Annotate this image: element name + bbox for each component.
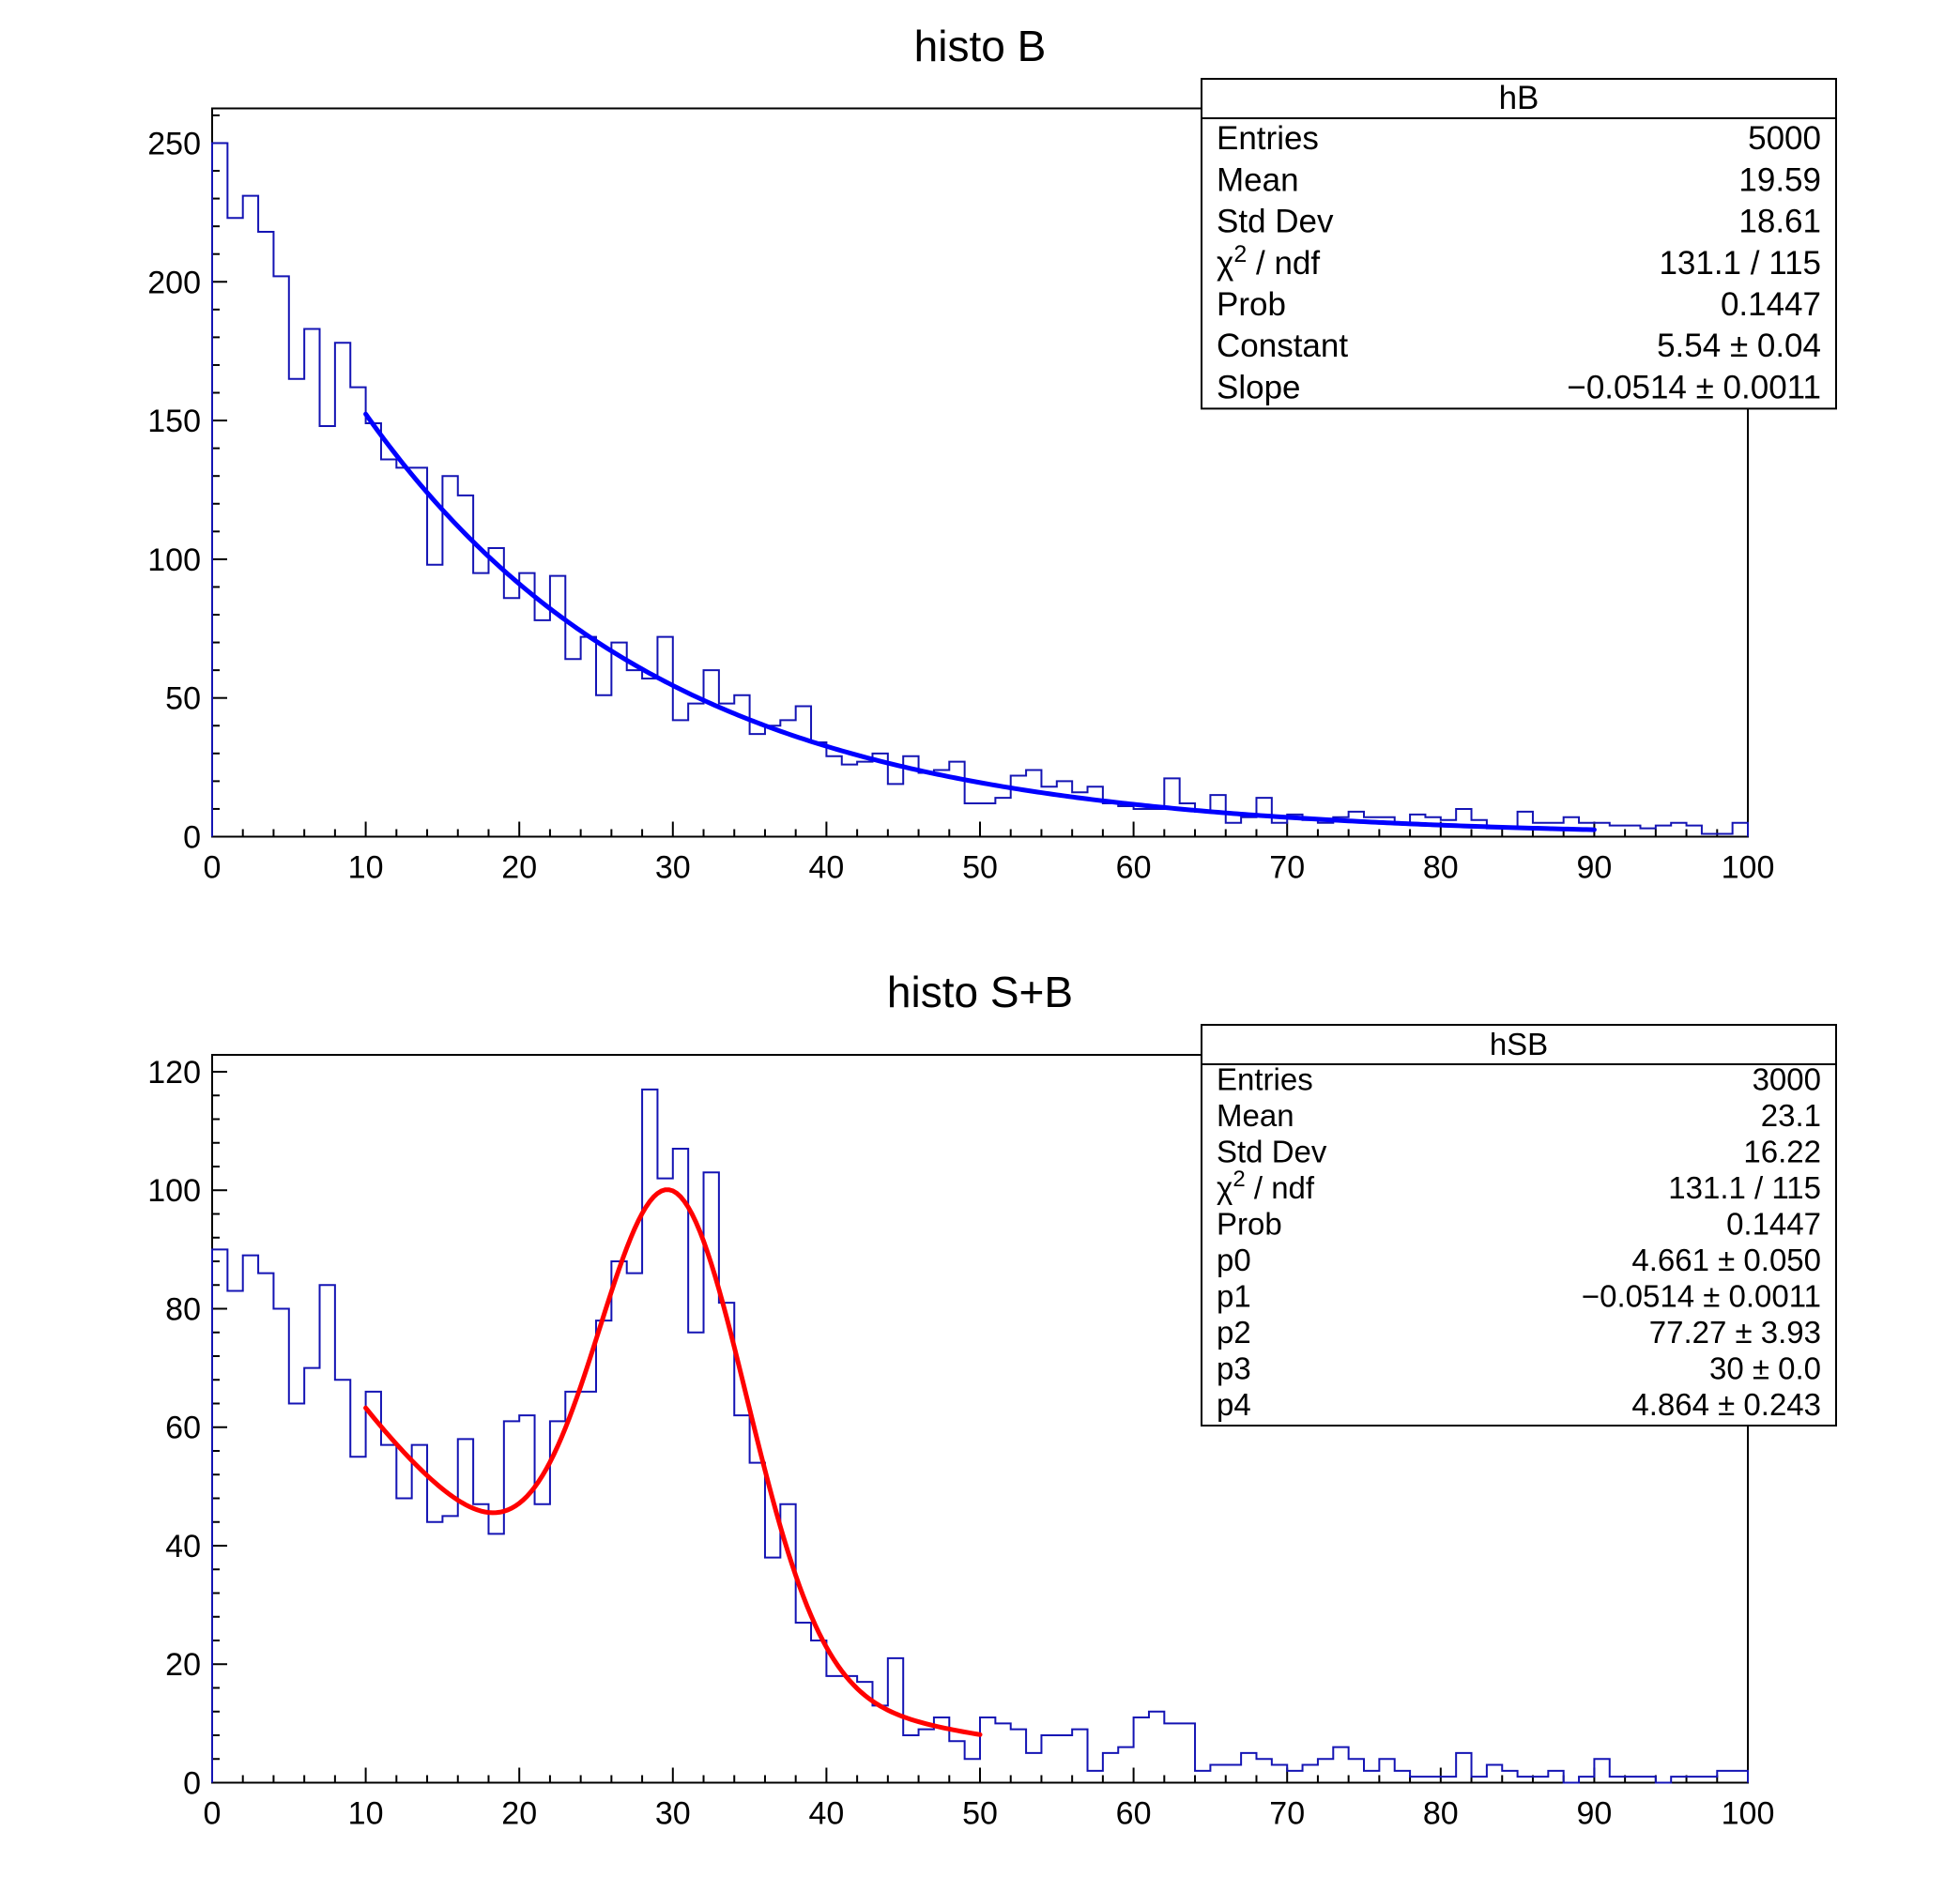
stats-label: χ2 / ndf [1217, 1167, 1315, 1205]
stats-value: 77.27 ± 3.93 [1649, 1315, 1821, 1350]
stats-value: 4.864 ± 0.243 [1631, 1387, 1821, 1422]
x-tick-label: 0 [204, 850, 222, 886]
stats-label: χ2 / ndf [1217, 241, 1320, 282]
stats-title: hSB [1490, 1027, 1548, 1061]
stats-value: 5.54 ± 0.04 [1657, 328, 1821, 364]
pad-title-histo-b: histo B [913, 22, 1047, 70]
stats-label: Mean [1217, 1098, 1294, 1133]
x-tick-label: 30 [655, 850, 691, 886]
x-tick-label: 90 [1576, 1796, 1612, 1832]
stats-label: p4 [1217, 1387, 1251, 1422]
x-tick-label: 30 [655, 1796, 691, 1832]
y-tick-label: 100 [147, 1173, 201, 1209]
x-tick-label: 60 [1116, 850, 1152, 886]
x-tick-label: 70 [1269, 1796, 1305, 1832]
y-tick-label: 0 [183, 1766, 201, 1802]
stats-label: Entries [1217, 120, 1319, 157]
stats-value: 3000 [1753, 1062, 1821, 1097]
stats-box-hSB [1201, 1024, 1837, 1427]
stats-label: p3 [1217, 1351, 1251, 1386]
x-tick-label: 90 [1576, 850, 1612, 886]
x-tick-label: 40 [808, 850, 844, 886]
y-tick-label: 40 [165, 1529, 201, 1564]
fit-curve-hB [363, 411, 1597, 832]
y-tick-label: 60 [165, 1411, 201, 1446]
y-tick-label: 120 [147, 1055, 201, 1091]
stats-value: −0.0514 ± 0.0011 [1567, 369, 1821, 405]
fit-curve-hSB [363, 1187, 983, 1737]
stats-value: 131.1 / 115 [1659, 245, 1821, 282]
stats-label: p1 [1217, 1279, 1251, 1314]
x-tick-label: 0 [204, 1796, 222, 1832]
stats-box-hB [1201, 78, 1837, 410]
stats-value: 0.1447 [1721, 286, 1821, 323]
stats-label: p0 [1217, 1243, 1251, 1277]
x-tick-label: 40 [808, 1796, 844, 1832]
stats-label: Slope [1217, 369, 1301, 405]
x-tick-label: 10 [348, 1796, 384, 1832]
y-tick-label: 150 [147, 404, 201, 439]
stats-value: 19.59 [1738, 161, 1821, 198]
stats-value: 0.1447 [1726, 1207, 1821, 1242]
stats-value: 23.1 [1761, 1098, 1821, 1133]
stats-value: 131.1 / 115 [1668, 1170, 1821, 1205]
stats-label: Entries [1217, 1062, 1313, 1097]
x-tick-label: 20 [501, 1796, 537, 1832]
x-tick-label: 80 [1423, 1796, 1459, 1832]
y-tick-label: 200 [147, 265, 201, 300]
stats-label: Std Dev [1217, 1135, 1327, 1169]
stats-value: 4.661 ± 0.050 [1631, 1243, 1821, 1277]
stats-title: hB [1499, 80, 1539, 116]
stats-label: Constant [1217, 328, 1348, 364]
stats-label: Mean [1217, 161, 1299, 198]
stats-value: 16.22 [1743, 1135, 1821, 1169]
x-tick-label: 20 [501, 850, 537, 886]
y-tick-label: 100 [147, 542, 201, 578]
y-tick-label: 0 [183, 820, 201, 856]
x-tick-label: 60 [1116, 1796, 1152, 1832]
x-tick-label: 50 [962, 1796, 998, 1832]
x-tick-label: 100 [1722, 1796, 1775, 1832]
stats-value: 30 ± 0.0 [1709, 1351, 1821, 1386]
y-tick-label: 250 [147, 126, 201, 161]
y-tick-label: 50 [165, 681, 201, 717]
x-tick-label: 100 [1722, 850, 1775, 886]
x-tick-label: 50 [962, 850, 998, 886]
stats-label: Prob [1217, 1207, 1282, 1242]
pad-title-histo-sb: histo S+B [886, 968, 1074, 1016]
stats-value: 5000 [1748, 120, 1821, 157]
stats-value: 18.61 [1738, 204, 1821, 240]
x-tick-label: 10 [348, 850, 384, 886]
y-tick-label: 20 [165, 1647, 201, 1683]
stats-label: Std Dev [1217, 204, 1334, 240]
x-tick-label: 80 [1423, 850, 1459, 886]
stats-label: Prob [1217, 286, 1286, 323]
x-tick-label: 70 [1269, 850, 1305, 886]
y-tick-label: 80 [165, 1291, 201, 1327]
stats-value: −0.0514 ± 0.0011 [1582, 1279, 1821, 1314]
stats-label: p2 [1217, 1315, 1251, 1350]
histogram-hB [211, 142, 1749, 837]
histogram-hSB [211, 1088, 1749, 1784]
